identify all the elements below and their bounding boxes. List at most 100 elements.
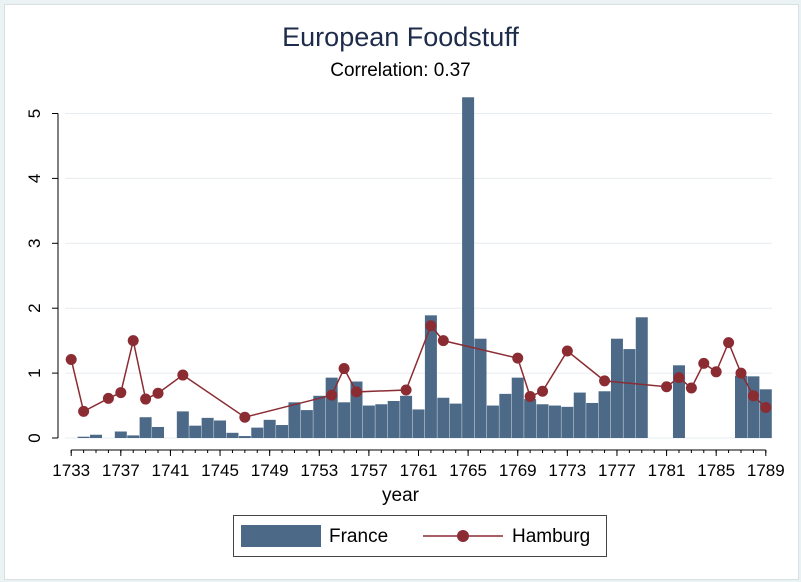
france-bar-1746: [226, 432, 239, 438]
hamburg-point-1786: [723, 337, 735, 349]
france-bar-1744: [201, 417, 214, 438]
hamburg-point-1733: [65, 353, 77, 365]
france-bar-1740: [152, 426, 165, 438]
hamburg-point-1776: [599, 375, 611, 387]
hamburg-point-1755: [338, 363, 350, 375]
x-tick-label-1749: 1749: [251, 461, 289, 480]
france-bar-1742: [176, 411, 189, 438]
x-tick-label-1733: 1733: [52, 461, 90, 480]
y-tick-label-2: 2: [25, 303, 44, 312]
france-bar-1750: [276, 425, 289, 438]
france-bar-1752: [300, 410, 313, 438]
hamburg-point-1737: [115, 387, 127, 399]
france-bar-1749: [263, 419, 276, 438]
france-bars: [77, 97, 772, 439]
x-tick-label-1753: 1753: [300, 461, 338, 480]
x-tick-label-1757: 1757: [350, 461, 388, 480]
france-bar-1747: [238, 436, 251, 438]
france-bar-1759: [387, 401, 400, 438]
hamburg-point-1771: [537, 385, 549, 397]
hamburg-point-1785: [710, 366, 722, 378]
france-bar-1757: [362, 405, 375, 438]
legend: France Hamburg: [233, 515, 607, 557]
france-bar-1761: [412, 409, 425, 438]
x-tick-label-1777: 1777: [598, 461, 636, 480]
france-bar-1738: [127, 435, 140, 438]
france-bar-1765: [462, 97, 475, 439]
legend-hamburg-label: Hamburg: [512, 526, 591, 547]
x-tick-label-1781: 1781: [648, 461, 686, 480]
hamburg-point-1756: [350, 386, 362, 398]
x-tick-label-1769: 1769: [499, 461, 537, 480]
france-bar-1782: [672, 365, 685, 438]
france-bar-1758: [375, 404, 388, 438]
chart-title: European Foodstuff: [282, 22, 519, 52]
hamburg-point-1740: [152, 387, 164, 399]
legend-hamburg-swatch: [423, 530, 503, 542]
france-bar-1778: [623, 349, 636, 438]
x-tick-label-1785: 1785: [697, 461, 735, 480]
france-bar-1789: [759, 389, 772, 438]
hamburg-point-1742: [177, 369, 189, 381]
france-bar-1777: [610, 338, 623, 438]
france-bar-1766: [474, 338, 487, 438]
hamburg-point-1770: [524, 390, 536, 402]
france-bar-1770: [524, 399, 537, 438]
hamburg-point-1784: [698, 357, 710, 369]
france-bar-1764: [449, 403, 462, 438]
hamburg-point-1762: [425, 320, 437, 332]
france-bar-1774: [573, 392, 586, 438]
hamburg-point-1788: [747, 390, 759, 402]
france-bar-1771: [536, 404, 549, 438]
chart-frame: [4, 4, 799, 580]
france-bar-1773: [561, 406, 574, 438]
y-tick-label-4: 4: [25, 174, 44, 183]
france-bar-1775: [586, 402, 599, 438]
x-tick-label-1741: 1741: [152, 461, 190, 480]
hamburg-point-1789: [760, 402, 772, 413]
axes: 0 1 2 3 4 5 1733 1737 1741 1745 1749 1753 1757 1761 17…: [25, 109, 785, 480]
y-tick-label-3: 3: [25, 239, 44, 248]
hamburg-line: [65, 320, 772, 423]
france-bar-1776: [598, 391, 611, 438]
france-bar-1767: [486, 405, 499, 438]
x-tick-label-1761: 1761: [400, 461, 438, 480]
hamburg-point-1782: [673, 372, 685, 384]
france-bar-1772: [548, 405, 561, 438]
hamburg-point-1747: [239, 411, 251, 423]
hamburg-point-1760: [400, 384, 412, 396]
france-bar-1779: [635, 317, 648, 438]
hamburg-point-1738: [127, 335, 139, 347]
x-tick-label-1745: 1745: [201, 461, 239, 480]
hamburg-point-1781: [661, 381, 673, 393]
hamburg-point-1736: [102, 392, 114, 404]
france-bar-1760: [400, 395, 413, 438]
france-bar-1762: [424, 315, 437, 438]
hamburg-point-1754: [326, 389, 338, 401]
hamburg-point-1773: [561, 345, 573, 357]
x-axis-title: year: [382, 485, 419, 506]
france-bar-1735: [90, 434, 103, 438]
hamburg-point-1739: [140, 393, 152, 405]
hamburg-point-1769: [512, 352, 524, 364]
france-bar-1788: [747, 376, 760, 439]
y-tick-label-1: 1: [25, 368, 44, 377]
france-bar-1734: [77, 436, 90, 438]
france-bar-1745: [214, 420, 227, 438]
y-tick-label-0: 0: [25, 433, 44, 442]
chart-subtitle: Correlation: 0.37: [330, 60, 471, 81]
x-tick-label-1737: 1737: [102, 461, 140, 480]
france-bar-1763: [437, 397, 450, 438]
france-bar-1737: [114, 431, 127, 438]
france-bar-1751: [288, 402, 301, 439]
france-bar-1743: [189, 425, 202, 438]
france-bar-1768: [499, 393, 512, 438]
france-bar-1769: [511, 377, 524, 438]
x-tick-label-1773: 1773: [548, 461, 586, 480]
france-bar-1755: [338, 402, 351, 439]
france-bar-1739: [139, 417, 152, 438]
hamburg-point-1787: [735, 367, 747, 379]
france-bar-1753: [313, 395, 326, 438]
x-tick-label-1789: 1789: [747, 461, 785, 480]
